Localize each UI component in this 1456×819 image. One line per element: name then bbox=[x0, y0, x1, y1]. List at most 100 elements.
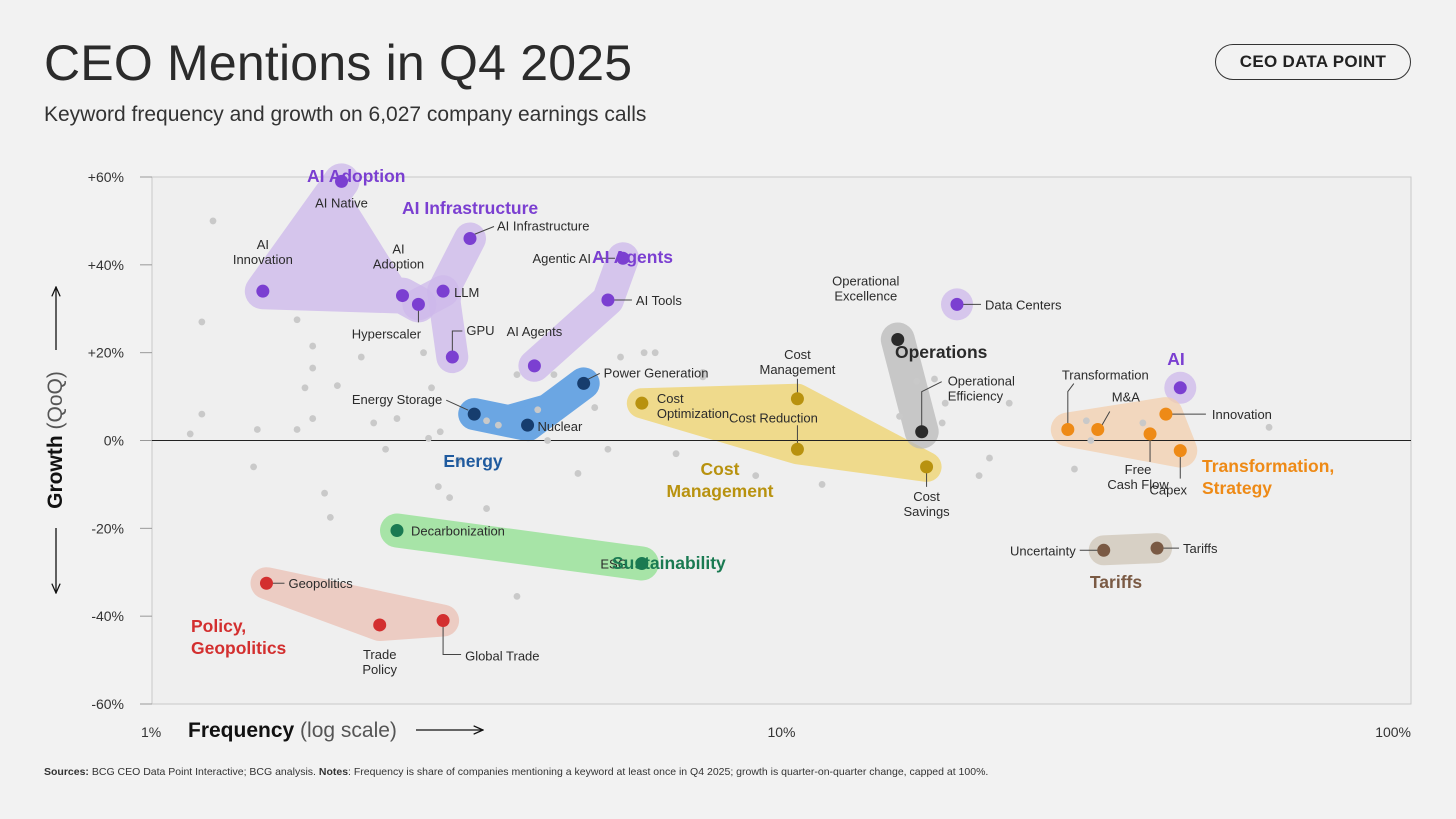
point-ai-innovation[interactable] bbox=[256, 284, 270, 298]
background-point bbox=[640, 349, 648, 357]
page-subtitle: Keyword frequency and growth on 6,027 co… bbox=[44, 103, 647, 126]
group-highlight-policy-geopolitics bbox=[250, 567, 460, 641]
background-point bbox=[1005, 399, 1013, 407]
axis-ticks: +60% +40% +20% 0% -20% -40% -60% 1% 10% 100% bbox=[88, 169, 1411, 740]
background-point bbox=[931, 375, 938, 383]
group-label-policy-geopolitics: Policy, Geopolitics bbox=[191, 616, 287, 658]
group-label-operations: Operations bbox=[895, 342, 988, 362]
point-label-global-trade: Global Trade bbox=[465, 649, 539, 664]
x-tick-label: 100% bbox=[1375, 724, 1411, 740]
point-label-cost-optimization: Cost Optimization bbox=[657, 391, 729, 421]
point-data-centers[interactable] bbox=[950, 297, 964, 311]
point-ai-native[interactable] bbox=[334, 174, 348, 188]
background-point bbox=[550, 371, 558, 379]
background-point bbox=[186, 430, 194, 438]
background-point bbox=[420, 349, 427, 357]
group-label-cost-management: Cost Management bbox=[667, 459, 774, 501]
point-label-agentic-ai: Agentic AI bbox=[532, 251, 591, 266]
group-label-tariffs: Tariffs bbox=[1090, 572, 1142, 592]
point-trade-policy[interactable] bbox=[373, 618, 387, 632]
point-energy-storage[interactable] bbox=[467, 407, 481, 421]
background-point bbox=[1082, 417, 1090, 425]
background-point bbox=[672, 450, 680, 458]
point-cost-savings[interactable] bbox=[920, 460, 934, 474]
point-m-a[interactable] bbox=[1091, 423, 1105, 437]
point-operational-efficiency[interactable] bbox=[915, 425, 929, 439]
background-point bbox=[941, 399, 949, 407]
background-point bbox=[483, 417, 490, 425]
point-label-m-a: M&A bbox=[1112, 390, 1141, 405]
leader-lines bbox=[272, 226, 1206, 656]
point-hyperscaler[interactable] bbox=[411, 297, 425, 311]
point-label-ai-innovation: AI Innovation bbox=[233, 237, 293, 267]
point-capex[interactable] bbox=[1173, 444, 1187, 458]
background-point bbox=[357, 353, 365, 361]
point-label-gpu: GPU bbox=[466, 323, 494, 338]
point-label-power-generation: Power Generation bbox=[604, 365, 709, 380]
scatter-chart: +60% +40% +20% 0% -20% -40% -60% 1% 10% 100% AI N… bbox=[44, 163, 1412, 742]
leader-line bbox=[442, 626, 462, 656]
leader-line bbox=[1101, 411, 1111, 426]
point-tariffs[interactable] bbox=[1150, 541, 1164, 555]
point-label-llm: LLM bbox=[454, 285, 479, 300]
point-label-ai-native: AI Native bbox=[315, 195, 368, 210]
leader-line bbox=[1067, 383, 1075, 424]
ceo-data-point-badge[interactable]: CEO DATA POINT bbox=[1215, 44, 1411, 80]
background-point bbox=[425, 434, 432, 442]
point-cost-optimization[interactable] bbox=[635, 396, 649, 410]
background-point bbox=[250, 463, 257, 471]
point-label-transformation: Transformation bbox=[1062, 368, 1149, 383]
y-tick-label: +40% bbox=[88, 257, 124, 273]
point-llm[interactable] bbox=[436, 284, 450, 298]
point-geopolitics[interactable] bbox=[259, 576, 273, 590]
point-label-innovation: Innovation bbox=[1212, 407, 1272, 422]
point-decarbonization[interactable] bbox=[390, 524, 404, 538]
point-cost-management[interactable] bbox=[790, 392, 804, 406]
background-point bbox=[1139, 419, 1147, 427]
background-point bbox=[574, 470, 582, 477]
x-axis-title: Frequency (log scale) bbox=[188, 719, 397, 742]
background-point bbox=[534, 406, 542, 414]
background-point bbox=[617, 353, 624, 361]
point-nuclear[interactable] bbox=[521, 418, 535, 432]
point-label-cost-savings: Cost Savings bbox=[903, 489, 950, 519]
point-esg[interactable] bbox=[635, 556, 649, 570]
point-agentic-ai[interactable] bbox=[616, 251, 630, 265]
axis-titles: Frequency (log scale) Growth (QoQ) bbox=[44, 287, 483, 742]
y-tick-label: -20% bbox=[91, 520, 124, 536]
point-ai-adoption[interactable] bbox=[396, 289, 410, 303]
background-point bbox=[198, 410, 206, 418]
point-ai-infrastructure[interactable] bbox=[463, 231, 477, 245]
point-cost-reduction[interactable] bbox=[790, 442, 804, 456]
background-points bbox=[186, 217, 1273, 600]
page-title: CEO Mentions in Q4 2025 bbox=[44, 35, 633, 91]
background-point bbox=[321, 489, 328, 497]
y-tick-label: 0% bbox=[104, 433, 124, 449]
leader-line bbox=[587, 372, 600, 380]
point-ai[interactable] bbox=[1173, 381, 1187, 395]
point-label-capex: Capex bbox=[1149, 483, 1187, 498]
background-point bbox=[896, 412, 903, 420]
background-point bbox=[494, 421, 502, 429]
leader-line bbox=[473, 226, 495, 235]
background-point bbox=[301, 384, 309, 392]
point-label-free-cash-flow: Free Cash Flow bbox=[1107, 462, 1169, 492]
point-innovation[interactable] bbox=[1159, 407, 1173, 421]
footnote: Sources: BCG CEO Data Point Interactive;… bbox=[44, 766, 989, 778]
point-ai-tools[interactable] bbox=[601, 293, 615, 307]
background-point bbox=[446, 494, 454, 501]
background-point bbox=[591, 404, 599, 411]
point-transformation[interactable] bbox=[1061, 423, 1075, 437]
background-point bbox=[651, 349, 659, 357]
background-point bbox=[986, 454, 993, 462]
data-points bbox=[256, 174, 1187, 632]
point-power-generation[interactable] bbox=[577, 376, 591, 390]
point-ai-agents[interactable] bbox=[527, 359, 541, 373]
point-global-trade[interactable] bbox=[436, 614, 450, 628]
background-point bbox=[483, 505, 490, 512]
point-uncertainty[interactable] bbox=[1097, 543, 1111, 557]
point-operational-excellence[interactable] bbox=[891, 332, 905, 346]
point-free-cash-flow[interactable] bbox=[1143, 427, 1157, 441]
point-gpu[interactable] bbox=[445, 350, 459, 364]
background-point bbox=[455, 456, 463, 464]
